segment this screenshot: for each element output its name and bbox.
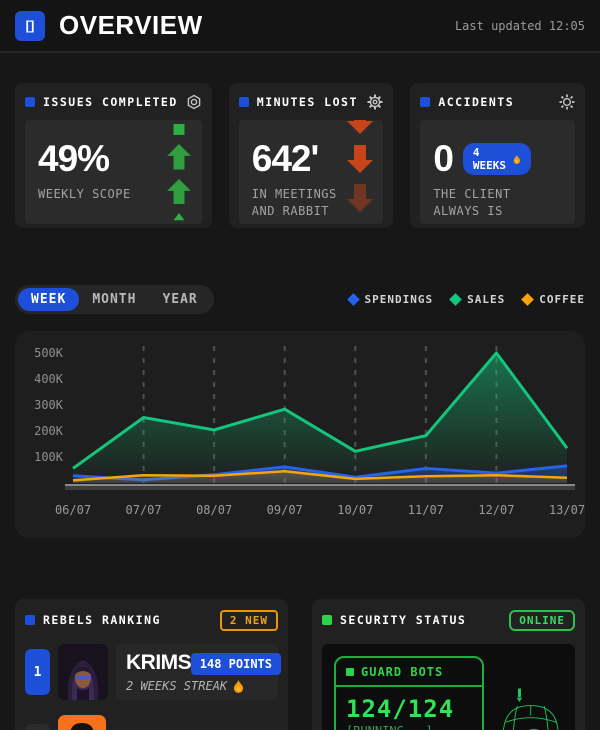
settings-gear-icon[interactable] xyxy=(367,94,383,110)
rank-row-1[interactable]: 1 KRIMSON @KRIMSON 148 POINTS xyxy=(25,644,281,700)
panel-bullet xyxy=(25,615,35,625)
spendings-diamond-icon xyxy=(346,293,360,306)
svg-text:09/07: 09/07 xyxy=(267,503,303,517)
streak-text: 2 WEEKS STREAK xyxy=(126,679,228,693)
card-body: 49% WEEKLY SCOPE xyxy=(25,120,202,224)
period-tabs: WEEK MONTH YEAR xyxy=(15,285,214,314)
tab-month[interactable]: MONTH xyxy=(79,288,149,311)
settings-sun-icon[interactable] xyxy=(559,94,575,110)
panel-bullet xyxy=(322,615,332,625)
bottom-panels: REBELS RANKING 2 NEW 1 KRIMSON xyxy=(15,599,585,730)
points-badge: 148 POINTS xyxy=(190,653,281,675)
area-chart-panel: 100K 200K 300K 400K 500K 06/07 07/07 08/07 09/07… xyxy=(15,331,585,538)
issues-subtitle: WEEKLY SCOPE xyxy=(38,186,131,201)
sales-diamond-icon xyxy=(449,293,462,306)
weeks-streak-label: 4 WEEKS xyxy=(472,146,507,173)
security-terminal: GUARD BOTS 124/124 [RUNNING...] xyxy=(322,644,575,730)
rank-row-2[interactable]: 2 MATI @MATI 129 POINTS xyxy=(25,715,278,730)
stat-cards-row: ISSUES COMPLETED 49% WEEKLY SCOPE MINUTE… xyxy=(0,53,600,228)
streak-line: 2 WEEKS STREAK xyxy=(126,679,268,693)
rebels-ranking-panel: REBELS RANKING 2 NEW 1 KRIMSON xyxy=(15,599,288,730)
svg-text:100K: 100K xyxy=(34,450,64,464)
ranking-list: 1 KRIMSON @KRIMSON 148 POINTS xyxy=(25,644,281,730)
card-bullet xyxy=(238,97,249,107)
tab-year[interactable]: YEAR xyxy=(149,288,210,311)
coffee-diamond-icon xyxy=(521,293,535,306)
trend-up-arrows xyxy=(164,120,194,224)
legend-sales[interactable]: SALES xyxy=(449,293,506,306)
guard-bots-count: 124/124 xyxy=(346,695,455,723)
trend-down-arrows xyxy=(345,120,375,224)
guard-bot-wireframe xyxy=(503,688,559,730)
svg-text:300K: 300K xyxy=(34,398,64,412)
card-header: ISSUES COMPLETED xyxy=(25,93,202,111)
new-count-badge: 2 NEW xyxy=(219,609,278,631)
card-body: 642' IN MEETINGS AND RABBIT HOLES xyxy=(238,120,384,224)
card-title: ISSUES COMPLETED xyxy=(43,95,178,109)
ranking-title: REBELS RANKING xyxy=(43,613,161,627)
card-accidents: ACCIDENTS 0 4 WEEKS xyxy=(410,83,585,228)
security-title: SECURITY STATUS xyxy=(340,613,467,627)
legend-coffee[interactable]: COFFEE xyxy=(521,293,585,306)
accidents-value: 0 xyxy=(433,138,454,179)
rank-info-card: KRIMSON @KRIMSON 148 POINTS 2 WEEKS STRE… xyxy=(116,644,281,700)
legend-label: SPENDINGS xyxy=(364,293,434,306)
flame-icon xyxy=(234,679,244,693)
online-badge: ONLINE xyxy=(509,609,575,631)
svg-text:500K: 500K xyxy=(34,346,64,360)
svg-text:200K: 200K xyxy=(34,424,64,438)
minutes-value: 642' xyxy=(251,138,320,179)
minutes-subtitle: IN MEETINGS AND RABBIT HOLES xyxy=(251,186,337,224)
flame-icon xyxy=(513,154,521,164)
svg-text:10/07: 10/07 xyxy=(337,503,373,517)
area-chart: 100K 200K 300K 400K 500K 06/07 07/07 08/07 09/07… xyxy=(34,346,585,517)
rank-number: 2 xyxy=(25,724,50,730)
krimson-avatar xyxy=(58,644,108,700)
card-header: MINUTES LOST xyxy=(238,93,384,111)
svg-text:08/07: 08/07 xyxy=(196,503,232,517)
settings-nut-icon[interactable] xyxy=(186,94,202,110)
svg-text:12/07: 12/07 xyxy=(478,503,514,517)
guard-bots-status: [RUNNING...] xyxy=(336,723,482,730)
green-square-icon xyxy=(346,668,354,676)
page-title: OVERVIEW xyxy=(59,10,203,40)
panel-header: REBELS RANKING 2 NEW xyxy=(25,609,278,631)
tab-week[interactable]: WEEK xyxy=(18,288,80,311)
rank-number: 1 xyxy=(25,649,50,695)
weeks-streak-badge: 4 WEEKS xyxy=(462,143,531,176)
card-bullet xyxy=(420,97,431,107)
svg-text:11/07: 11/07 xyxy=(408,503,444,517)
app-logo: [] xyxy=(15,10,45,41)
guard-bots-box: GUARD BOTS 124/124 [RUNNING...] xyxy=(334,656,484,730)
card-title: MINUTES LOST xyxy=(256,95,358,109)
card-bullet xyxy=(25,97,35,107)
mati-avatar xyxy=(58,715,106,730)
card-title: ACCIDENTS xyxy=(438,95,515,109)
legend-spendings[interactable]: SPENDINGS xyxy=(346,293,434,306)
svg-text:07/07: 07/07 xyxy=(126,503,162,517)
card-body: 0 4 WEEKS THE CLIENT ALWAYS IS RIGHT xyxy=(420,120,575,224)
chart-legend: SPENDINGS SALES COFFEE xyxy=(346,293,585,306)
legend-label: COFFEE xyxy=(539,293,585,306)
accidents-subtitle: THE CLIENT ALWAYS IS RIGHT xyxy=(433,186,511,224)
card-minutes-lost: MINUTES LOST 642' IN MEETINGS AND RABBIT… xyxy=(228,83,394,228)
app-header: [] OVERVIEW Last updated 12:05 xyxy=(0,0,600,53)
svg-text:06/07: 06/07 xyxy=(55,503,91,517)
svg-text:400K: 400K xyxy=(34,372,64,386)
card-header: ACCIDENTS xyxy=(420,93,575,111)
svg-text:13/07: 13/07 xyxy=(549,503,585,517)
chart-controls-row: WEEK MONTH YEAR SPENDINGS SALES COFFEE xyxy=(15,285,585,314)
guard-bots-column: GUARD BOTS 124/124 [RUNNING...] xyxy=(334,656,484,730)
security-status-panel: SECURITY STATUS ONLINE GUARD BOTS 124/12… xyxy=(312,599,585,730)
panel-header: SECURITY STATUS ONLINE xyxy=(322,609,575,631)
card-issues-completed: ISSUES COMPLETED 49% WEEKLY SCOPE xyxy=(15,83,212,228)
guard-bots-title: GUARD BOTS xyxy=(361,665,444,679)
issues-value: 49% xyxy=(38,138,110,179)
guard-bots-header: GUARD BOTS xyxy=(336,658,482,687)
last-updated-text: Last updated 12:05 xyxy=(454,18,585,33)
legend-label: SALES xyxy=(467,293,506,306)
